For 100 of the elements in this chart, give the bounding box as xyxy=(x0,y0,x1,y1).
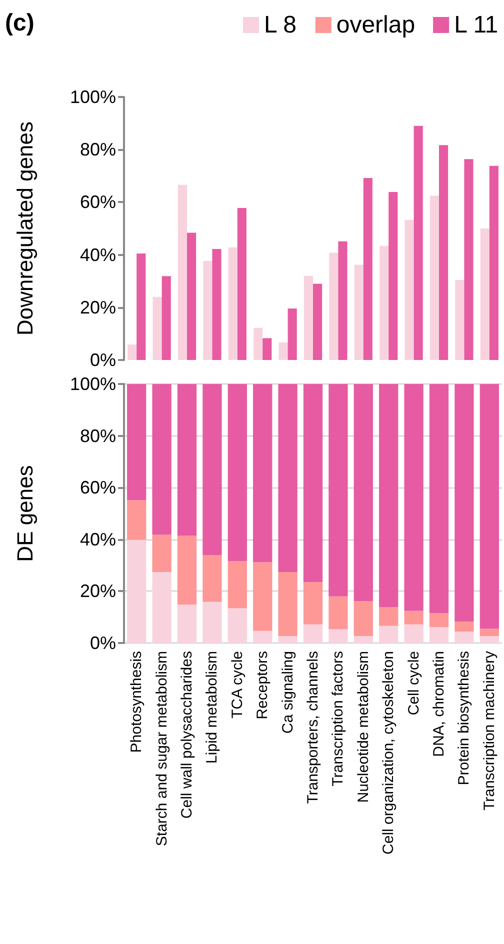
y-tick-label: 60% xyxy=(80,192,116,212)
y-axis-title: DE genes xyxy=(12,465,38,562)
bar xyxy=(152,534,172,572)
bar xyxy=(454,384,474,622)
bar xyxy=(202,554,222,602)
bar xyxy=(228,608,247,643)
chart-title: (c) xyxy=(5,10,34,36)
legend-label: L 11 xyxy=(454,12,498,38)
bar xyxy=(278,636,298,643)
bar xyxy=(404,610,424,624)
bar xyxy=(262,338,272,360)
bar xyxy=(253,630,272,643)
bar xyxy=(254,328,263,360)
bar xyxy=(404,624,424,643)
x-tick-label: Lipid metabolism xyxy=(204,651,221,764)
y-axis-title: Downregulated genes xyxy=(12,121,38,336)
x-tick-label: DNA, chromatin xyxy=(430,651,448,757)
bar xyxy=(328,596,348,630)
bar xyxy=(177,384,197,536)
bar xyxy=(127,500,146,540)
bar xyxy=(480,228,490,360)
x-tick-label: Transcription factors xyxy=(330,651,347,786)
bar xyxy=(429,384,449,613)
y-tick-label: 60% xyxy=(80,478,116,498)
y-tick-label: 0% xyxy=(90,350,116,370)
bar xyxy=(152,296,162,360)
bar xyxy=(329,252,338,360)
bar xyxy=(278,342,288,360)
bar xyxy=(354,636,373,643)
bar xyxy=(212,249,222,360)
bar xyxy=(304,276,313,360)
y-tick-label: 20% xyxy=(80,297,116,318)
bar xyxy=(379,384,398,607)
bar xyxy=(162,276,171,360)
y-tick-label: 40% xyxy=(80,529,116,550)
bar xyxy=(379,607,398,626)
bar xyxy=(127,540,146,643)
bar xyxy=(363,178,372,360)
bar xyxy=(228,561,247,608)
bar xyxy=(439,145,448,360)
y-tick-label: 20% xyxy=(80,581,116,602)
x-tick-label: Transcription machinery xyxy=(480,650,498,810)
bar xyxy=(228,384,247,562)
bar xyxy=(338,241,348,360)
bar xyxy=(480,628,499,636)
bar xyxy=(404,384,424,611)
bar xyxy=(429,612,449,627)
bar xyxy=(128,344,137,360)
bar xyxy=(404,220,414,360)
bar xyxy=(237,208,246,360)
y-tick-label: 100% xyxy=(70,87,116,107)
bar xyxy=(253,384,272,562)
bar xyxy=(429,626,449,643)
bar xyxy=(187,232,196,360)
legend-label: L 8 xyxy=(264,12,296,38)
bar xyxy=(354,384,373,602)
bar xyxy=(278,384,298,572)
bar xyxy=(253,562,272,631)
bar xyxy=(152,572,172,643)
x-tick-label: Protein biosynthesis xyxy=(456,651,473,786)
bar xyxy=(480,384,499,629)
bar xyxy=(328,629,348,643)
y-tick-label: 80% xyxy=(80,426,116,446)
x-tick-label: Cell organization, cytoskeleton xyxy=(380,651,398,854)
y-tick-label: 0% xyxy=(90,633,116,653)
bar xyxy=(152,384,172,535)
bar xyxy=(228,247,238,360)
x-tick-label: Receptors xyxy=(254,651,272,720)
bar xyxy=(414,126,423,360)
legend-label: overlap xyxy=(336,12,416,38)
x-tick-label: Nucleotide metabolism xyxy=(354,651,372,803)
y-tick-label: 40% xyxy=(80,244,116,265)
bar xyxy=(177,536,197,605)
x-tick-label: TCA cycle xyxy=(228,651,246,719)
bar xyxy=(454,632,474,643)
y-tick-label: 80% xyxy=(80,140,116,160)
bar xyxy=(203,260,212,360)
bar xyxy=(177,604,197,643)
bar xyxy=(354,601,373,636)
bar xyxy=(178,184,187,360)
x-tick-label: Starch and sugar metabolism xyxy=(153,651,170,846)
x-tick-label: Ca signaling xyxy=(279,651,296,734)
bar xyxy=(313,284,322,360)
bar xyxy=(454,622,474,632)
bar xyxy=(278,572,298,636)
bar xyxy=(288,308,297,360)
bar xyxy=(388,192,398,360)
bar xyxy=(455,280,464,360)
bar xyxy=(127,384,146,500)
bar xyxy=(379,626,398,643)
y-tick-label: 100% xyxy=(70,374,116,394)
bar xyxy=(464,159,474,360)
x-tick-label: Transporters, channels xyxy=(304,651,322,804)
bar xyxy=(202,602,222,643)
bar xyxy=(303,582,323,624)
bar xyxy=(380,246,389,360)
bar xyxy=(354,264,364,360)
bar xyxy=(136,253,146,360)
bar xyxy=(480,636,499,643)
x-tick-label: Photosynthesis xyxy=(128,651,146,753)
